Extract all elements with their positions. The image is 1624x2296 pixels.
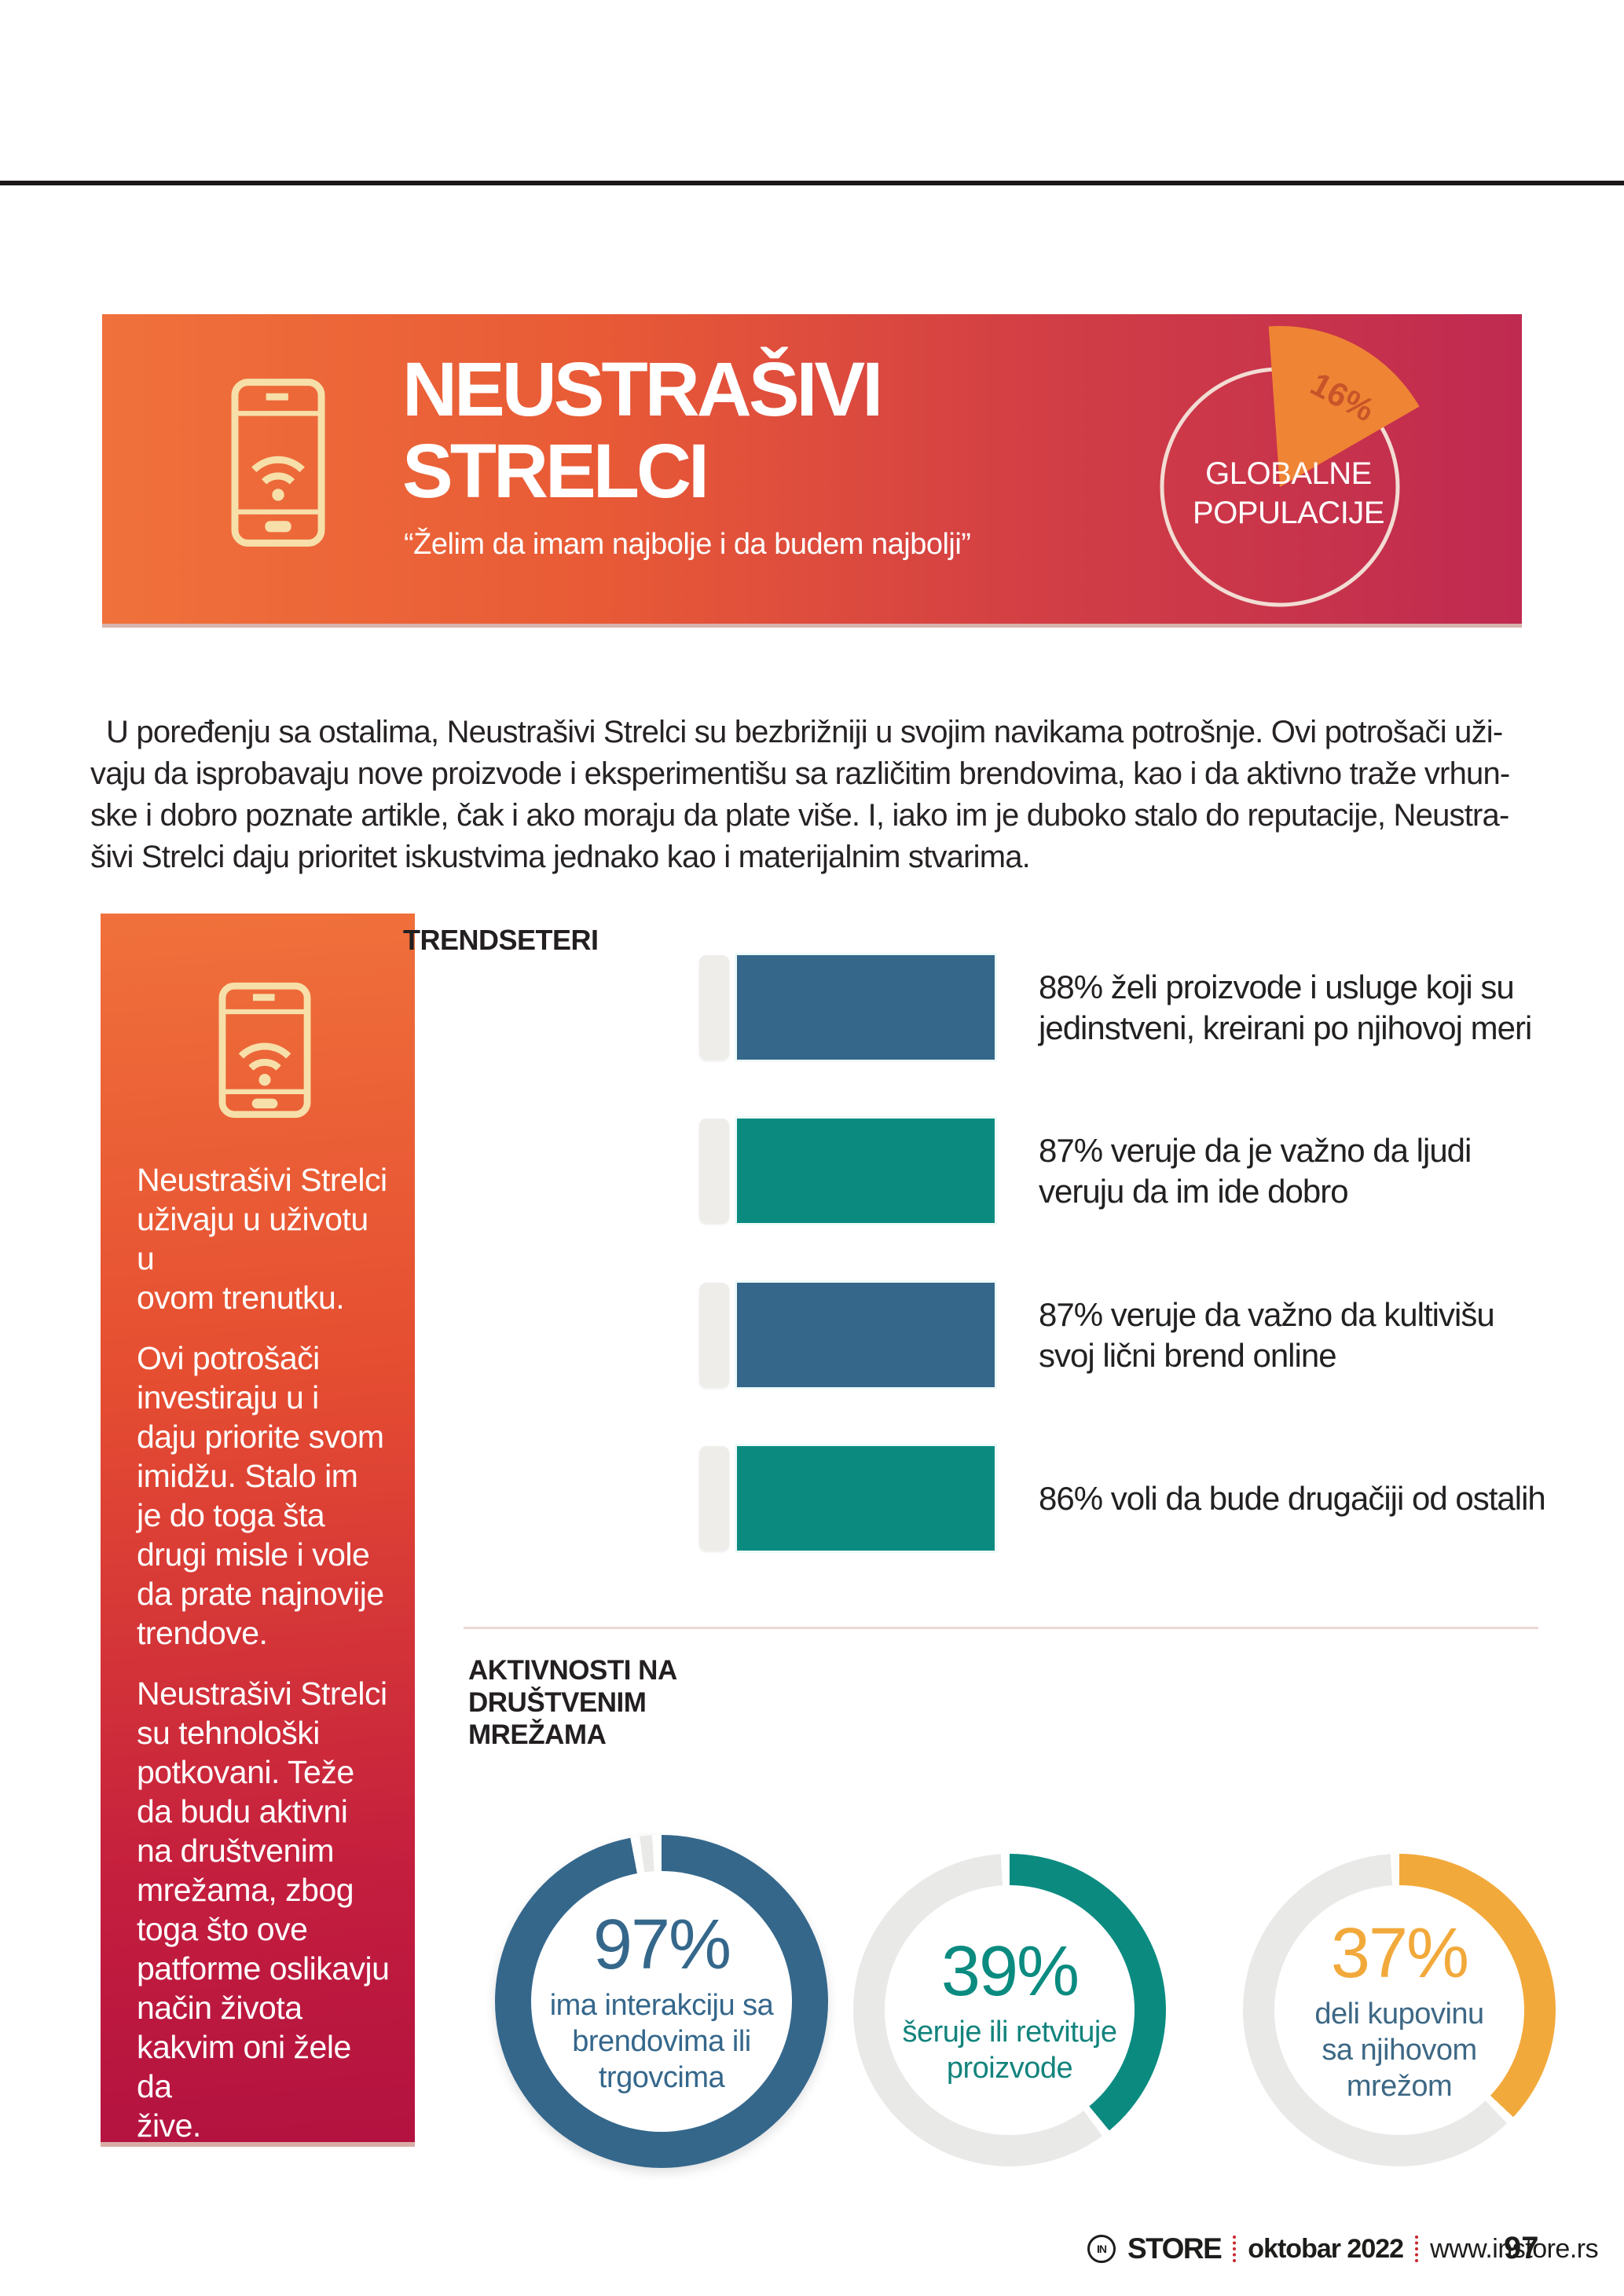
donut-chart-shares: 39% šeruje ili retvituje proizvode [853, 1854, 1166, 2166]
donut-chart-interactions: 97% ima interakciju sa brendovima ili tr… [495, 1835, 828, 2168]
global-population-badge: 16% [1160, 326, 1420, 607]
footer-issue: oktobar 2022 [1248, 2233, 1404, 2264]
intro-paragraph: U poređenju sa ostalima, Neustrašivi Str… [90, 715, 1510, 874]
donut-percent: 97% [592, 1906, 731, 1984]
page-number: 97 [1504, 2231, 1539, 2265]
phone-wifi-icon [231, 379, 325, 547]
page-title: NEUSTRAŠIVI STRELCI [402, 346, 883, 514]
donut-label: šeruje ili retvituje proizvode [902, 2016, 1118, 2085]
bar-fill [737, 955, 995, 1060]
bar-fill [737, 1446, 995, 1551]
footer-website: www.instore.rs [1430, 2233, 1599, 2264]
instore-logo-icon: IN [1087, 2235, 1116, 2263]
bar-fill [737, 1119, 995, 1223]
donut-label: deli kupovinu sa njihovom mrežom [1314, 1998, 1484, 2103]
top-rule [0, 181, 1624, 185]
bar-stat-text: 88% želi proizvode i usluge koji su jedi… [1039, 968, 1532, 1046]
phone-wifi-icon [218, 982, 311, 1119]
persona-sidebar: Neustrašivi Strelci uživaju u uživotu u … [101, 914, 415, 2147]
badge-label: GLOBALNE POPULACIJE [1193, 456, 1384, 530]
donut-percent: 37% [1330, 1914, 1469, 1993]
section-divider [464, 1627, 1538, 1629]
persona-quote: “Želim da imam najbolje i da budem najbo… [404, 528, 971, 561]
sidebar-paragraph: Neustrašivi Strelci su tehnološki potkov… [137, 1675, 390, 2144]
donut-hole [885, 1885, 1135, 2135]
sidebar-paragraph: Ovi potrošači investiraju u i daju prior… [137, 1340, 384, 1651]
bar-stat-text: 87% veruje da važno da kultivišu svoj li… [1039, 1295, 1495, 1374]
bar-track [699, 955, 729, 1060]
wedge-16-percent [1268, 326, 1420, 487]
bar-stat-text: 87% veruje da je važno da ljudi veruju d… [1039, 1131, 1472, 1210]
donut-hole [531, 1871, 792, 2132]
header-banner: NEUSTRAŠIVI STRELCI “Želim da imam najbo… [102, 314, 1522, 628]
social-heading: AKTIVNOSTI NA DRUŠTVENIM MREŽAMA [468, 1655, 677, 1750]
footer-brand: STORE [1127, 2232, 1223, 2265]
trendsetters-heading: TRENDSETERI [403, 924, 599, 956]
footer-separator [1415, 2236, 1419, 2262]
bar-stat-text: 86% voli da bude drugačiji od ostalih [1039, 1479, 1546, 1517]
sidebar-text: Neustrašivi Strelci uživaju u uživotu u … [137, 1160, 391, 2166]
bar-track [699, 1446, 729, 1551]
donut-label: ima interakciju sa brendovima ili trgovc… [549, 1989, 774, 2094]
donut-hole [1274, 1885, 1524, 2135]
donut-percent: 39% [940, 1932, 1080, 2011]
donut-chart-purchases: 37% deli kupovinu sa njihovom mrežom [1243, 1854, 1556, 2166]
bar-fill [737, 1283, 995, 1387]
footer-separator [1233, 2236, 1237, 2262]
sidebar-paragraph: Neustrašivi Strelci uživaju u uživotu u … [137, 1162, 387, 1316]
bar-track [699, 1119, 729, 1223]
bar-track [699, 1283, 729, 1387]
footer: IN STORE oktobar 2022 www.instore.rs [1087, 2232, 1599, 2265]
